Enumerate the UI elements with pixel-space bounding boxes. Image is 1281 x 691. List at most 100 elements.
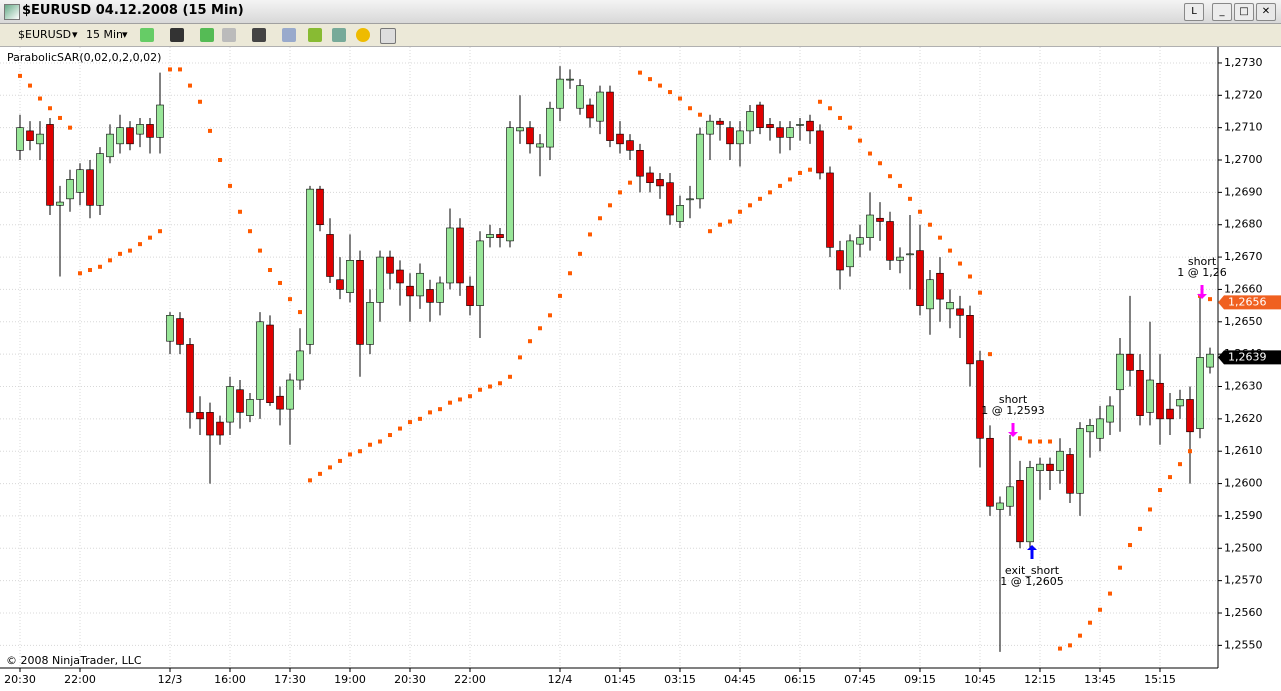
sar-dot — [1098, 607, 1102, 612]
candle-body — [306, 188, 314, 345]
sar-dot — [358, 449, 362, 454]
sar-dot — [238, 209, 242, 214]
candle-body — [1126, 353, 1134, 371]
sar-dot — [18, 73, 22, 78]
minimize-button[interactable]: _ — [1212, 3, 1232, 21]
candle-body — [676, 205, 684, 222]
candle-body — [46, 124, 54, 206]
sar-dot — [478, 387, 482, 392]
x-tick-label: 07:45 — [844, 673, 876, 686]
price-marker-label: 1,2639 — [1228, 350, 1267, 363]
sar-dot — [178, 67, 182, 72]
sar-dot — [668, 90, 672, 95]
y-tick-label: 1,2670 — [1224, 250, 1263, 263]
candle-body — [776, 127, 784, 138]
candle-body — [326, 234, 334, 277]
sar-dot — [328, 465, 332, 470]
sar-dot — [458, 397, 462, 402]
y-tick-label: 1,2590 — [1224, 509, 1263, 522]
sar-dot — [1018, 436, 1022, 441]
trade-detail: 1 @ 1,2605 — [1000, 575, 1063, 588]
candle-body — [876, 217, 884, 222]
y-tick-label: 1,2690 — [1224, 185, 1263, 198]
trade-signal: short — [999, 393, 1028, 406]
y-tick-label: 1,2570 — [1224, 574, 1263, 587]
sar-dot — [448, 400, 452, 405]
candle-body — [956, 308, 964, 316]
candle-body — [596, 91, 604, 122]
sar-dot — [248, 229, 252, 234]
x-tick-label: 04:45 — [724, 673, 756, 686]
candle-body — [416, 272, 424, 297]
sar-dot — [348, 452, 352, 457]
properties-button[interactable] — [356, 28, 370, 42]
zoom-in-button[interactable] — [200, 28, 214, 42]
sar-dot — [118, 251, 122, 256]
trade-detail: 1 @ 1,2593 — [981, 404, 1044, 417]
dropdown-arrow[interactable]: ▾ — [72, 28, 78, 41]
candle-body — [626, 140, 634, 151]
sar-dot — [538, 326, 542, 331]
sar-dot — [628, 180, 632, 185]
sar-dot — [898, 183, 902, 188]
strategies-button[interactable] — [332, 28, 346, 42]
link-button[interactable]: L — [1184, 3, 1204, 21]
instrument-selector[interactable]: $EURUSD — [18, 28, 72, 41]
sar-dot — [938, 235, 942, 240]
toolbar: $EURUSD ▾ 15 Min ▾ — [0, 24, 1281, 47]
cursor-button[interactable] — [252, 28, 266, 42]
sar-dot — [908, 196, 912, 201]
candle-body — [1066, 454, 1074, 494]
candle-body — [546, 107, 554, 148]
sar-dot — [1208, 297, 1212, 302]
candle-body — [1106, 405, 1114, 423]
x-tick-label: 12:15 — [1024, 673, 1056, 686]
y-tick-label: 1,2730 — [1224, 56, 1263, 69]
candle-body — [536, 143, 544, 148]
sar-dot — [258, 248, 262, 253]
list-button[interactable] — [380, 28, 396, 44]
trade-arrow-head — [1008, 432, 1018, 437]
close-button[interactable]: ✕ — [1256, 3, 1276, 21]
sar-dot — [138, 242, 142, 247]
candle-body — [666, 182, 674, 216]
x-tick-label: 12/3 — [158, 673, 183, 686]
candle-body — [656, 179, 664, 187]
candle-body — [826, 172, 834, 248]
sar-dot — [58, 115, 62, 120]
dropdown-arrow[interactable]: ▾ — [122, 28, 128, 41]
zoom-out-button[interactable] — [222, 28, 236, 42]
candle-body — [616, 133, 624, 145]
candle-body — [1156, 382, 1164, 420]
sar-dot — [148, 235, 152, 240]
candle-body — [16, 127, 24, 151]
y-tick-label: 1,2680 — [1224, 218, 1263, 231]
x-tick-label: 10:45 — [964, 673, 996, 686]
sar-dot — [1158, 488, 1162, 493]
sar-dot — [818, 99, 822, 104]
sar-dot — [728, 219, 732, 224]
candle-body — [916, 250, 924, 306]
maximize-button[interactable]: □ — [1234, 3, 1254, 21]
candle-body — [186, 344, 194, 413]
y-tick-label: 1,2550 — [1224, 638, 1263, 651]
sar-dot — [988, 352, 992, 357]
candle-body — [1116, 353, 1124, 391]
candle-body — [286, 379, 294, 410]
interval-selector[interactable]: 15 Min — [86, 28, 124, 41]
candle-body — [766, 124, 774, 128]
candle-body — [66, 179, 74, 200]
chart-style-button[interactable] — [140, 28, 154, 42]
candle-body — [1096, 418, 1104, 439]
sar-dot — [928, 222, 932, 227]
data-box-button[interactable] — [282, 28, 296, 42]
sar-dot — [428, 410, 432, 415]
sar-dot — [378, 439, 382, 444]
sar-dot — [578, 251, 582, 256]
draw-tool-button[interactable] — [170, 28, 184, 42]
sar-dot — [228, 183, 232, 188]
candle-body — [686, 198, 694, 201]
indicators-button[interactable] — [308, 28, 322, 42]
candle-body — [316, 188, 324, 226]
y-tick-label: 1,2720 — [1224, 88, 1263, 101]
